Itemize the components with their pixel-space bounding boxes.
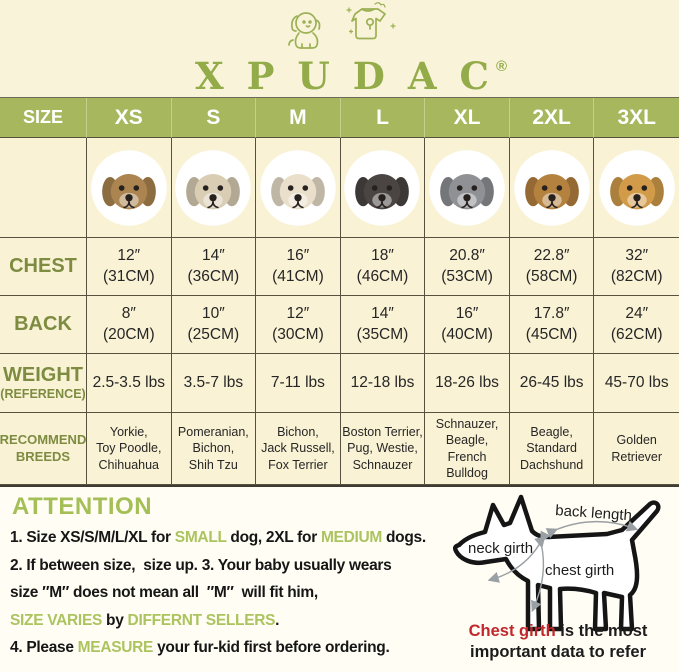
chest-value: 20.8″ (53CM) [441,246,493,285]
diagram-caption: Chest girth is the most important data t… [468,622,648,661]
photo-cell [425,138,510,238]
attention-line-4: SIZE VARIES by DIFFERNT SELLERS. [10,611,280,629]
weight-row-sublabel: (REFERENCE) [0,387,86,401]
chest-row: CHEST 12″ (31CM) 14″ (36CM) 16″ (41CM) 1… [0,238,679,296]
attention-line-1: 1. Size XS/S/M/L/XL for SMALL dog, 2XL f… [10,529,426,546]
attention-line-2: 2. If between size, size up. 3. Your bab… [10,556,392,574]
weight-value: 26-45 lbs [519,373,584,391]
weight-value: 12-18 lbs [350,373,415,391]
breed-photo-row [0,138,679,238]
attention-line-3: size ″M″ does not mean all ″M″ will fit … [10,584,318,601]
chest-value: 16″ (41CM) [272,246,324,285]
back-length-label: back length [555,502,633,524]
back-value: 10″ (25CM) [187,304,240,343]
chest-value: 18″ (46CM) [356,246,409,285]
back-value: 14″ (35CM) [356,304,409,343]
dog-photo-schnauzer [428,149,506,227]
measuring-diagram: back length neck girth chest girth Chest… [441,489,679,671]
back-row: BACK 8″ (20CM) 10″ (25CM) 12″ (30CM) 14″… [0,296,679,354]
photo-cell [509,138,595,238]
chest-girth-arrow [531,536,546,613]
breeds-row: RECOMMEND BREEDS Yorkie, Toy Poodle, Chi… [0,413,679,485]
photo-cell [256,138,341,238]
brand-wordmark: XPUDAC [194,54,512,98]
size-col-xs: XS [87,98,172,138]
breeds-value: Schnauzer, Beagle, French Bulldog [435,417,499,480]
breeds-value: Golden Retriever [611,433,663,464]
back-value: 12″ (30CM) [272,304,324,343]
breeds-row-label: RECOMMEND BREEDS [0,432,87,464]
size-col-2xl: 2XL [509,98,595,138]
weight-row-label: WEIGHT [3,364,83,386]
attention-text-block: ATTENTION 1. Size XS/S/M/L/XL for SMALL … [10,493,470,662]
size-col-3xl: 3XL [594,98,679,138]
brand-name: XPUDAC® [0,44,679,99]
chest-girth-label: chest girth [545,562,614,579]
chest-value: 12″ (31CM) [102,246,155,285]
registered-trademark-symbol: ® [495,58,508,75]
breeds-value: Yorkie, Toy Poodle, Chihuahua [96,425,162,472]
dog-photo-boston-terrier [343,149,421,227]
photo-cell [340,138,426,238]
caption-chest-girth: Chest girth [468,622,556,640]
size-corner-header: SIZE [0,98,87,138]
size-col-l: L [340,98,426,138]
chest-row-label: CHEST [9,255,77,277]
back-value: 16″ (40CM) [441,304,493,343]
breeds-value: Bichon, Jack Russell, Fox Terrier [261,425,335,472]
dog-photo-golden-retriever [598,149,676,227]
back-value: 17.8″ (45CM) [525,304,578,343]
size-table: SIZE XS S M L XL 2XL 3XL CHEST 12″ (31CM… [0,97,679,487]
weight-value: 3.5-7 lbs [183,373,244,391]
chest-value: 22.8″ (58CM) [525,246,578,285]
dog-photo-beagle [513,149,591,227]
photo-cell [171,138,257,238]
size-col-m: M [256,98,341,138]
attention-heading: ATTENTION [12,493,153,520]
neck-girth-label: neck girth [468,540,533,557]
dog-photo-jack-russell [259,149,337,227]
photo-cell [87,138,172,238]
back-length-arrow [545,520,639,539]
brand-header: XPUDAC® [0,0,679,99]
dog-photo-shih-tzu [174,149,252,227]
weight-row: WEIGHT (REFERENCE) 2.5-3.5 lbs 3.5-7 lbs… [0,354,679,413]
size-header-row: SIZE XS S M L XL 2XL 3XL [0,98,679,138]
breeds-value: Pomeranian, Bichon, Shih Tzu [177,425,249,472]
weight-value: 7-11 lbs [270,373,325,391]
dog-measurement-diagram-icon: back length neck girth chest girth [452,494,661,632]
weight-value: 2.5-3.5 lbs [92,373,165,391]
size-col-s: S [171,98,257,138]
back-value: 24″ (62CM) [610,304,663,343]
breeds-value: Boston Terrier, Pug, Westie, Schnauzer [342,425,423,472]
weight-value: 18-26 lbs [435,373,499,391]
chest-value: 14″ (36CM) [187,246,240,285]
photo-row-empty-cell [0,138,87,238]
back-value: 8″ (20CM) [102,304,155,343]
attention-section: ATTENTION 1. Size XS/S/M/L/XL for SMALL … [0,487,679,672]
puppy-and-shirt-logo-icon [287,2,396,49]
attention-line-5: 4. Please MEASURE your fur-kid first bef… [10,639,390,656]
weight-value: 45-70 lbs [604,373,669,391]
chest-value: 32″ (82CM) [610,246,663,285]
dog-photo-yorkie [90,149,168,227]
size-col-xl: XL [425,98,510,138]
breeds-value: Beagle, Standard Dachshund [520,425,584,472]
photo-cell [594,138,679,238]
back-row-label: BACK [14,313,72,335]
